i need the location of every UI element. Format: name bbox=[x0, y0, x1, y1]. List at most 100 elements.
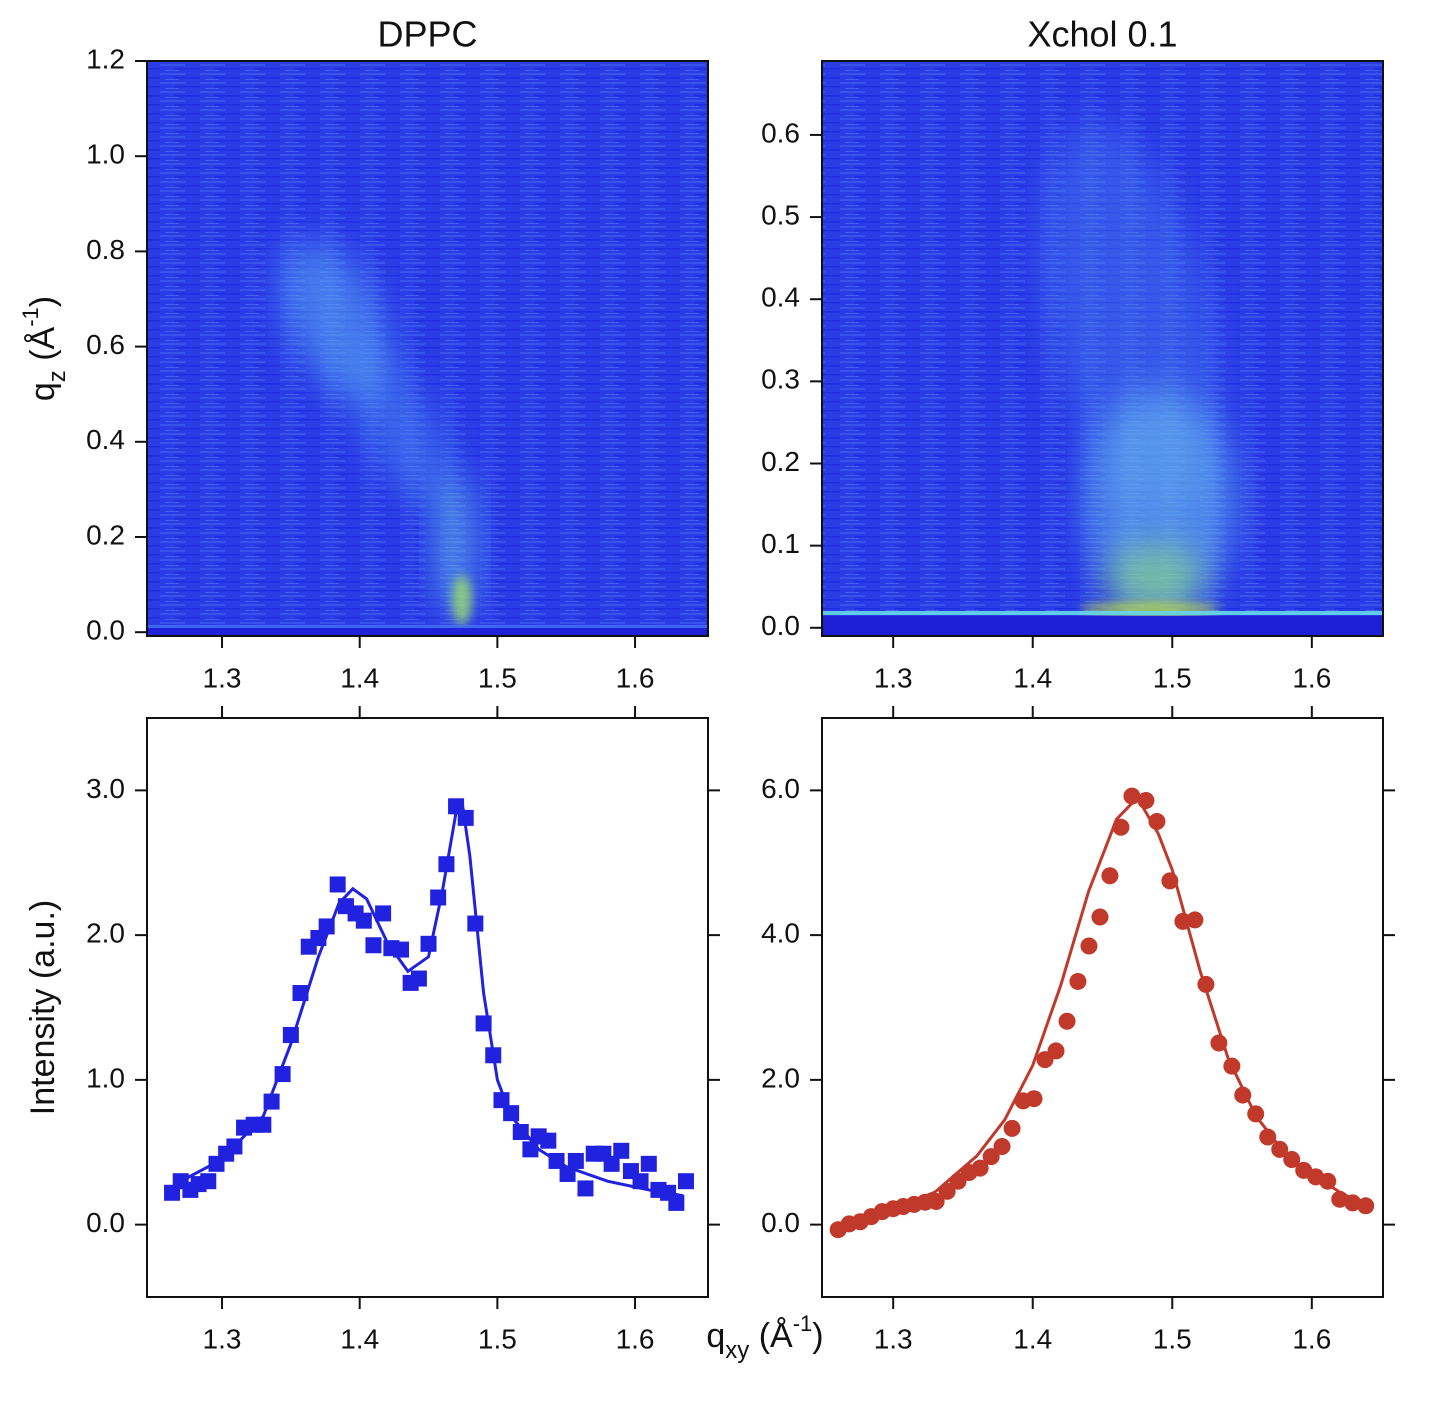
data-point bbox=[1025, 1090, 1043, 1108]
data-point bbox=[1247, 1105, 1265, 1123]
data-point bbox=[677, 1173, 694, 1190]
data-point bbox=[200, 1173, 217, 1190]
x-tick-label: 1.6 bbox=[616, 1323, 655, 1354]
y-tick-label: 0.2 bbox=[86, 519, 125, 550]
x-tick-label: 1.4 bbox=[1013, 1323, 1052, 1354]
x-tick-label: 1.5 bbox=[1153, 662, 1192, 693]
data-point bbox=[632, 1173, 649, 1190]
plot-frame bbox=[821, 60, 1384, 637]
data-point bbox=[1344, 1194, 1362, 1212]
axis-label: qz (Å-1) bbox=[18, 296, 71, 401]
y-tick-label: 0.4 bbox=[761, 282, 800, 313]
data-point bbox=[485, 1047, 502, 1064]
y-tick-label: 6.0 bbox=[761, 773, 800, 804]
data-point bbox=[430, 889, 447, 906]
axis-label-part: -1 bbox=[18, 307, 43, 327]
data-point bbox=[226, 1138, 243, 1155]
data-point bbox=[1047, 1042, 1065, 1060]
plot-frame bbox=[146, 717, 709, 1298]
y-tick-label: 0.6 bbox=[761, 117, 800, 148]
y-tick-label: 0.1 bbox=[761, 528, 800, 559]
plot-frame bbox=[146, 60, 709, 637]
y-tick-label: 1.0 bbox=[86, 1062, 125, 1093]
y-tick-label: 0.3 bbox=[761, 364, 800, 395]
y-tick-label: 0.8 bbox=[86, 234, 125, 265]
y-tick-label: 2.0 bbox=[761, 1062, 800, 1093]
data-point bbox=[559, 1165, 576, 1182]
data-point bbox=[355, 912, 372, 929]
y-tick-label: 0.0 bbox=[86, 1207, 125, 1238]
data-point bbox=[1223, 1057, 1241, 1075]
y-tick-label: 3.0 bbox=[86, 773, 125, 804]
heatmap-image bbox=[147, 61, 708, 636]
data-point bbox=[318, 918, 335, 935]
y-tick-label: 1.2 bbox=[86, 43, 125, 74]
data-point bbox=[1058, 1012, 1076, 1030]
axis-label-part: z bbox=[44, 370, 71, 382]
y-tick-label: 0.6 bbox=[86, 329, 125, 360]
x-tick-label: 1.3 bbox=[874, 662, 913, 693]
data-point bbox=[1080, 937, 1098, 955]
data-point bbox=[263, 1093, 280, 1110]
data-point bbox=[613, 1142, 630, 1159]
axis-label-part: q bbox=[24, 382, 62, 401]
data-point bbox=[982, 1148, 1000, 1166]
data-point bbox=[1101, 867, 1119, 885]
x-tick-label: 1.3 bbox=[203, 662, 242, 693]
data-point bbox=[927, 1192, 945, 1210]
axis-label-part: ) bbox=[24, 296, 62, 307]
axis-label-part: xy bbox=[725, 1337, 749, 1364]
y-tick-label: 4.0 bbox=[761, 918, 800, 949]
axis-label-part: q bbox=[706, 1317, 725, 1355]
chart-title: Xchol 0.1 bbox=[1027, 14, 1177, 55]
y-tick-label: 0.2 bbox=[761, 446, 800, 477]
fit-line bbox=[180, 805, 684, 1198]
data-point bbox=[567, 1152, 584, 1169]
plot-frame bbox=[821, 717, 1384, 1298]
data-point bbox=[1210, 1034, 1228, 1052]
x-tick-label: 1.4 bbox=[340, 662, 379, 693]
data-point bbox=[493, 1092, 510, 1109]
y-tick-label: 2.0 bbox=[86, 918, 125, 949]
data-point bbox=[938, 1182, 956, 1200]
axis-label: Intensity (a.u.) bbox=[24, 900, 62, 1115]
x-tick-label: 1.4 bbox=[340, 1323, 379, 1354]
data-point bbox=[522, 1141, 539, 1158]
data-point bbox=[512, 1123, 529, 1140]
data-point bbox=[375, 905, 392, 922]
y-tick-label: 0.0 bbox=[761, 610, 800, 641]
y-tick-label: 1.0 bbox=[86, 139, 125, 170]
data-point bbox=[1234, 1086, 1252, 1104]
data-point bbox=[475, 1015, 492, 1032]
data-point bbox=[365, 937, 382, 954]
x-tick-label: 1.3 bbox=[203, 1323, 242, 1354]
data-point bbox=[329, 876, 346, 893]
data-point bbox=[971, 1159, 989, 1177]
axis-label-part: (Å bbox=[24, 326, 62, 370]
data-point bbox=[1259, 1128, 1277, 1146]
data-point bbox=[420, 935, 437, 952]
data-point bbox=[540, 1132, 557, 1149]
fit-line bbox=[836, 795, 1362, 1230]
data-point bbox=[1069, 972, 1087, 990]
data-point bbox=[603, 1155, 620, 1172]
data-point bbox=[467, 915, 484, 932]
data-point bbox=[274, 1066, 291, 1083]
data-point bbox=[410, 970, 427, 987]
y-tick-label: 0.0 bbox=[761, 1207, 800, 1238]
data-point bbox=[1161, 872, 1179, 890]
x-tick-label: 1.4 bbox=[1013, 662, 1052, 693]
data-point bbox=[457, 809, 474, 826]
axis-label-part: Intensity (a.u.) bbox=[24, 900, 62, 1115]
axis-label-part: ) bbox=[812, 1317, 823, 1355]
data-point bbox=[1137, 792, 1155, 810]
y-tick-label: 0.4 bbox=[86, 424, 125, 455]
data-point bbox=[1148, 812, 1166, 830]
x-tick-label: 1.5 bbox=[478, 662, 517, 693]
heatmap-image bbox=[822, 61, 1383, 636]
data-point bbox=[993, 1137, 1011, 1155]
data-point bbox=[1271, 1140, 1289, 1158]
axis-label-part: (Å bbox=[749, 1317, 793, 1355]
data-point bbox=[1197, 975, 1215, 993]
